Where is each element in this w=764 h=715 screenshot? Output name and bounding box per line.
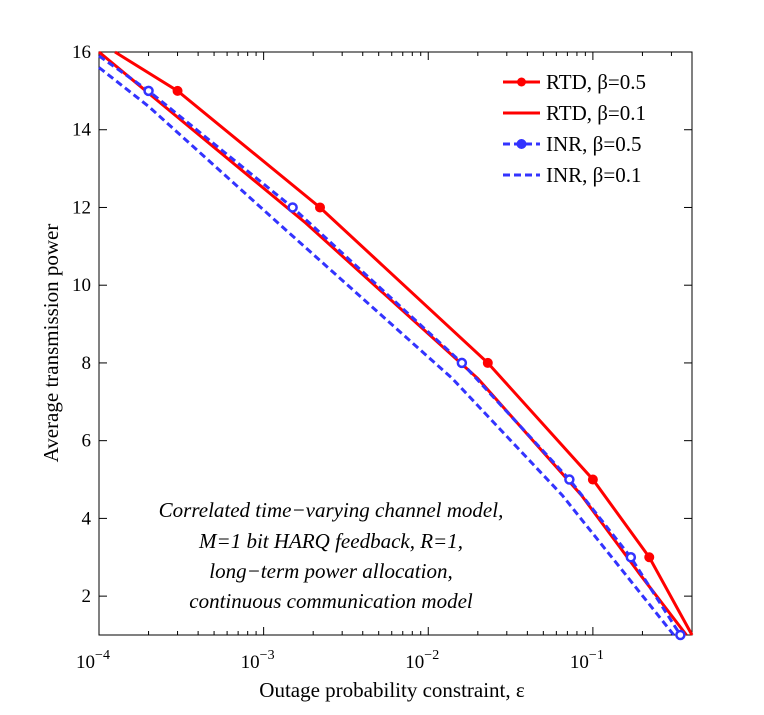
y-axis-label: Average transmission power	[39, 224, 63, 463]
data-point	[143, 85, 154, 97]
data-point	[625, 552, 637, 563]
data-point	[315, 202, 326, 213]
data-point	[644, 552, 655, 563]
x-tick-label: 10−4	[76, 648, 110, 673]
y-tick-label: 2	[82, 586, 92, 607]
y-tick-label: 12	[72, 197, 91, 218]
data-point	[287, 202, 298, 213]
series-4	[98, 66, 675, 636]
y-tick-label: 8	[82, 353, 92, 374]
legend-label: RTD, β=0.1	[546, 101, 646, 125]
legend-label: RTD, β=0.5	[546, 70, 646, 94]
x-tick-label: 10−1	[570, 648, 604, 673]
series-3	[98, 54, 686, 641]
data-point	[172, 85, 183, 96]
legend-label: INR, β=0.1	[546, 163, 641, 187]
series-layer	[98, 50, 694, 641]
data-point	[587, 474, 598, 485]
y-tick-label: 10	[72, 275, 91, 296]
legend: RTD, β=0.5 RTD, β=0.1 INR, β=0.5 INR, β=0.1	[503, 70, 646, 187]
x-tick-label: 10−2	[405, 648, 439, 673]
series-1	[114, 50, 694, 636]
x-axis-label: Outage probability constraint, ε	[259, 678, 525, 702]
annotation-line-3: long−term power allocation,	[209, 559, 452, 583]
annotation-line-2: M=1 bit HARQ feedback, R=1,	[198, 529, 463, 553]
legend-marker	[517, 77, 526, 87]
x-axis-ticks: 10−4 10−3 10−2 10−1	[76, 52, 693, 673]
y-tick-label: 6	[82, 431, 92, 452]
data-point	[675, 629, 686, 641]
annotation-box: Correlated time−varying channel model, M…	[159, 498, 504, 613]
series-line	[98, 66, 675, 636]
annotation-line-1: Correlated time−varying channel model,	[159, 498, 504, 522]
data-point	[482, 357, 493, 368]
y-tick-label: 14	[72, 120, 92, 141]
legend-marker	[516, 139, 527, 149]
y-axis-ticks: 2 4 6 8 10 12 14 16	[72, 42, 692, 607]
y-tick-label: 16	[72, 42, 91, 63]
plot-area-frame	[98, 51, 693, 636]
annotation-line-4: continuous communication model	[189, 589, 473, 613]
data-point	[456, 357, 468, 369]
legend-label: INR, β=0.5	[546, 132, 641, 156]
x-tick-label: 10−3	[241, 648, 275, 673]
y-tick-label: 4	[82, 508, 92, 529]
data-point	[564, 474, 575, 485]
